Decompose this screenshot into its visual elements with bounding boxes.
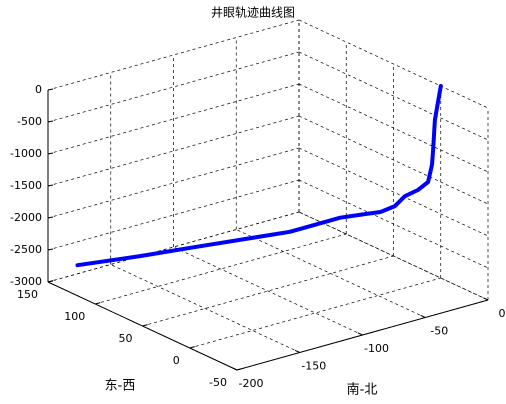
grid-line (47, 147, 300, 219)
grid-line (47, 51, 300, 123)
x-tick-label: 150 (17, 288, 38, 301)
tick-mark (47, 248, 54, 251)
y-tick-label: -200 (239, 377, 264, 390)
grid-line (173, 246, 363, 336)
tick-mark (142, 324, 148, 327)
grid-line (298, 147, 489, 237)
x-axis-label: 东-西 (105, 379, 136, 394)
y-tick-label: 0 (499, 307, 506, 320)
grid-line (298, 19, 489, 109)
tick-mark (294, 349, 300, 353)
z-tick-label: -2500 (10, 243, 42, 256)
y-tick-label: -50 (430, 325, 448, 338)
tick-mark (483, 297, 489, 301)
x-tick-label: 50 (119, 332, 133, 345)
grid-line (47, 211, 300, 283)
z-tick-label: -500 (17, 115, 42, 128)
grid-line (47, 83, 300, 155)
grid-line (47, 19, 300, 91)
z-tick-label: -3000 (10, 275, 42, 288)
tick-mark (47, 88, 54, 91)
y-axis-label: 南-北 (347, 382, 378, 398)
grid-line (47, 115, 300, 187)
grid-line (236, 229, 426, 318)
grid-line (298, 51, 489, 141)
x-tick-label: -50 (209, 376, 227, 389)
tick-mark (47, 280, 54, 283)
z-tick-label: 0 (35, 83, 42, 96)
x-tick-label: 0 (173, 354, 180, 367)
grid-line (47, 179, 300, 251)
tick-mark (95, 302, 101, 305)
tick-mark (47, 184, 54, 187)
z-tick-label: -1000 (10, 147, 42, 160)
tick-mark (189, 346, 195, 349)
y-tick-label: -100 (364, 342, 389, 355)
y-tick-label: -150 (301, 360, 326, 373)
grid-line (110, 264, 300, 353)
grid-line (189, 277, 441, 349)
tick-mark (47, 152, 54, 155)
tick-mark (47, 120, 54, 123)
z-tick-label: -1500 (10, 179, 42, 192)
grid-line (142, 255, 394, 327)
tick-mark (357, 332, 363, 336)
grid-line (95, 233, 347, 305)
chart-title: 井眼轨迹曲线图 (211, 6, 295, 20)
tick-mark (420, 314, 426, 318)
x-tick-label: 100 (64, 310, 85, 323)
tick-mark (232, 367, 238, 371)
z-tick-label: -2000 (10, 211, 42, 224)
trajectory-line (75, 84, 443, 268)
tick-mark (47, 216, 54, 219)
tick-mark (236, 368, 243, 371)
